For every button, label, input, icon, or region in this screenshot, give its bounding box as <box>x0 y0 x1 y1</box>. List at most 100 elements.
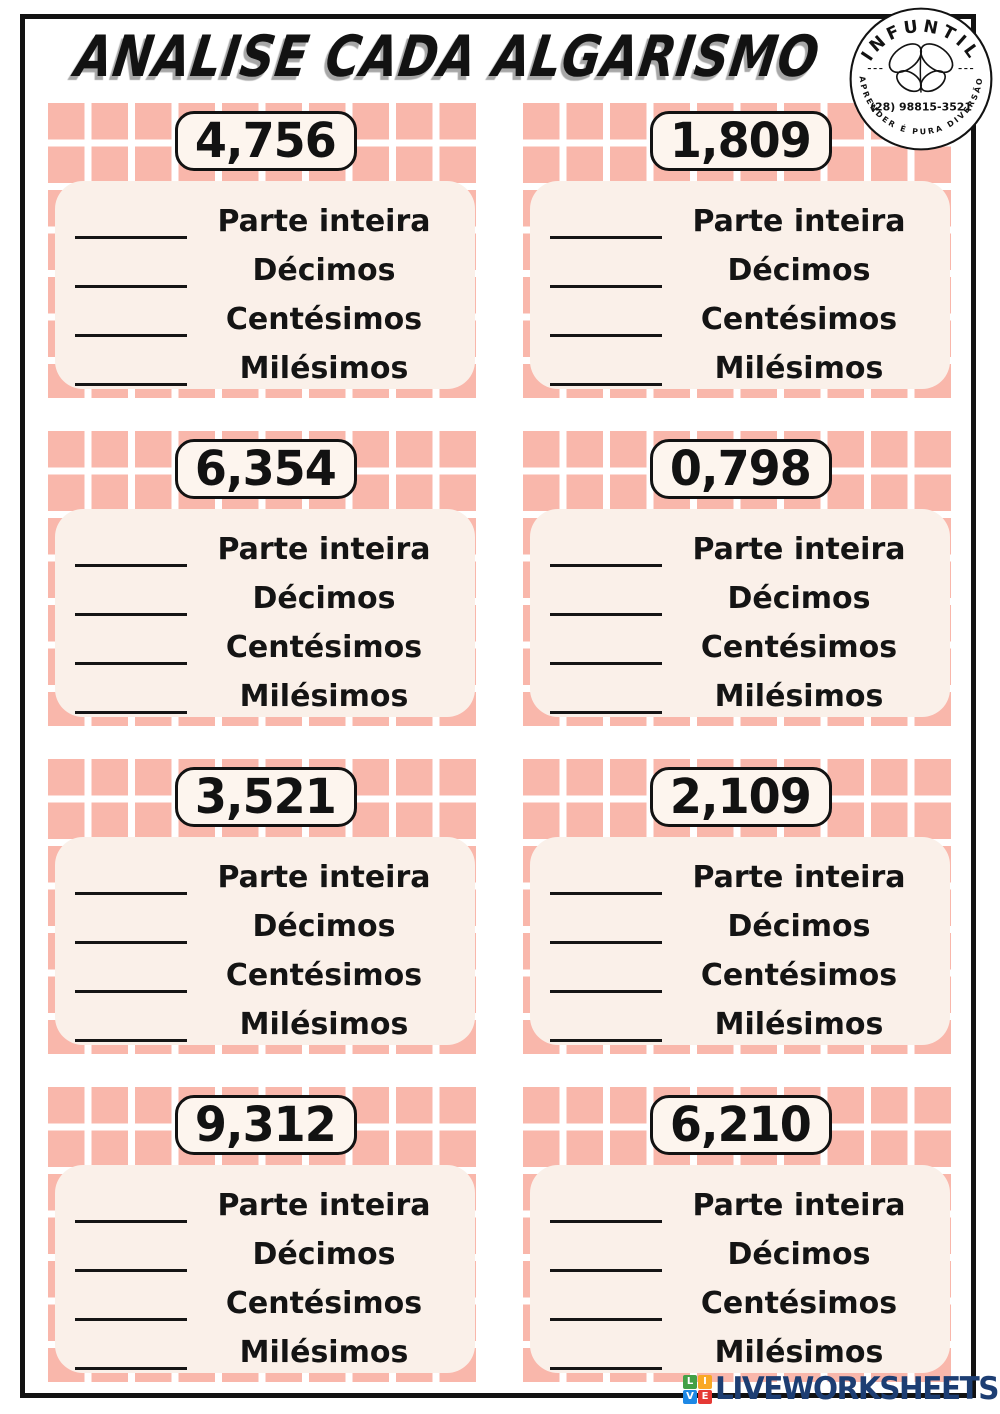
answer-blank[interactable] <box>550 846 662 895</box>
answer-panel: Parte inteira Décimos Centésimos Milésimos <box>55 181 475 389</box>
answer-blank[interactable] <box>75 1174 187 1223</box>
answer-blank[interactable] <box>550 1223 662 1272</box>
card-number: 2,109 <box>670 769 812 825</box>
place-value-label: Centésimos <box>700 1286 898 1321</box>
answer-blank[interactable] <box>550 239 662 288</box>
place-value-label: Décimos <box>252 581 396 616</box>
place-value-label: Milésimos <box>714 351 884 386</box>
answer-blank[interactable] <box>550 1321 662 1370</box>
answer-row: Parte inteira <box>550 518 936 567</box>
place-value-label: Milésimos <box>714 1335 884 1370</box>
answer-row: Parte inteira <box>75 846 461 895</box>
worksheet-card: 2,109 Parte inteira Décimos Centésimos Milés… <box>523 759 958 1054</box>
answer-row: Centésimos <box>550 288 936 337</box>
worksheet-card: 4,756 Parte inteira Décimos Centésimos Milés… <box>48 103 483 398</box>
card-number: 3,521 <box>195 769 337 825</box>
answer-blank[interactable] <box>75 518 187 567</box>
place-value-label: Décimos <box>252 253 396 288</box>
answer-row: Milésimos <box>75 1321 461 1370</box>
place-value-label: Décimos <box>727 581 871 616</box>
title-wrap: ANALISE CADA ALGARISMO <box>0 24 890 90</box>
answer-row: Milésimos <box>550 665 936 714</box>
answer-blank[interactable] <box>75 665 187 714</box>
answer-blank[interactable] <box>550 665 662 714</box>
answer-blank[interactable] <box>550 288 662 337</box>
place-value-label: Milésimos <box>239 351 409 386</box>
place-value-label: Parte inteira <box>692 532 906 567</box>
answer-blank[interactable] <box>550 895 662 944</box>
answer-row: Décimos <box>550 239 936 288</box>
answer-row: Centésimos <box>75 1272 461 1321</box>
answer-blank[interactable] <box>75 190 187 239</box>
answer-row: Décimos <box>550 567 936 616</box>
card-number: 9,312 <box>195 1097 337 1153</box>
place-value-label: Parte inteira <box>217 204 431 239</box>
card-number: 4,756 <box>195 113 337 169</box>
answer-row: Décimos <box>75 567 461 616</box>
place-value-label: Décimos <box>727 909 871 944</box>
answer-panel: Parte inteira Décimos Centésimos Milésimos <box>55 837 475 1045</box>
place-value-label: Milésimos <box>239 679 409 714</box>
answer-blank[interactable] <box>75 846 187 895</box>
answer-blank[interactable] <box>75 288 187 337</box>
answer-blank[interactable] <box>75 616 187 665</box>
worksheet-card: 6,210 Parte inteira Décimos Centésimos Milés… <box>523 1087 958 1382</box>
logo-tile-i: I <box>698 1374 712 1389</box>
answer-blank[interactable] <box>550 944 662 993</box>
place-value-label: Milésimos <box>239 1007 409 1042</box>
place-value-label: Parte inteira <box>692 204 906 239</box>
answer-row: Décimos <box>75 1223 461 1272</box>
card-number: 6,354 <box>195 441 337 497</box>
answer-blank[interactable] <box>550 1174 662 1223</box>
card-number-badge: 3,521 <box>174 767 357 827</box>
answer-blank[interactable] <box>550 1272 662 1321</box>
answer-blank[interactable] <box>550 337 662 386</box>
answer-blank[interactable] <box>75 1321 187 1370</box>
answer-blank[interactable] <box>75 1272 187 1321</box>
answer-blank[interactable] <box>550 567 662 616</box>
liveworksheets-watermark: L I V E LIVEWORKSHEETS <box>683 1371 1000 1407</box>
watermark-text: LIVEWORKSHEETS <box>715 1371 1000 1407</box>
place-value-label: Décimos <box>252 1237 396 1272</box>
place-value-label: Parte inteira <box>217 532 431 567</box>
worksheet-card: 0,798 Parte inteira Décimos Centésimos Milés… <box>523 431 958 726</box>
logo-tile-l: L <box>683 1374 697 1389</box>
liveworksheets-logo: L I V E <box>683 1374 712 1404</box>
answer-blank[interactable] <box>75 895 187 944</box>
place-value-label: Centésimos <box>700 630 898 665</box>
cards-grid: 4,756 Parte inteira Décimos Centésimos Milés… <box>48 103 958 1382</box>
place-value-label: Milésimos <box>714 679 884 714</box>
answer-blank[interactable] <box>75 1223 187 1272</box>
answer-panel: Parte inteira Décimos Centésimos Milésimos <box>55 1165 475 1373</box>
answer-row: Parte inteira <box>75 190 461 239</box>
answer-row: Décimos <box>550 895 936 944</box>
place-value-label: Parte inteira <box>692 1188 906 1223</box>
answer-blank[interactable] <box>75 337 187 386</box>
answer-panel: Parte inteira Décimos Centésimos Milésimos <box>530 509 950 717</box>
answer-row: Centésimos <box>75 288 461 337</box>
place-value-label: Milésimos <box>239 1335 409 1370</box>
answer-panel: Parte inteira Décimos Centésimos Milésimos <box>55 509 475 717</box>
answer-blank[interactable] <box>550 518 662 567</box>
card-number: 0,798 <box>670 441 812 497</box>
answer-row: Décimos <box>75 895 461 944</box>
worksheet-card: 9,312 Parte inteira Décimos Centésimos Milés… <box>48 1087 483 1382</box>
answer-blank[interactable] <box>75 239 187 288</box>
card-number-badge: 0,798 <box>649 439 832 499</box>
answer-panel: Parte inteira Décimos Centésimos Milésimos <box>530 1165 950 1373</box>
card-number-badge: 2,109 <box>649 767 832 827</box>
answer-blank[interactable] <box>75 567 187 616</box>
answer-row: Décimos <box>75 239 461 288</box>
card-number-badge: 6,354 <box>174 439 357 499</box>
answer-blank[interactable] <box>550 190 662 239</box>
card-number-badge: 4,756 <box>174 111 357 171</box>
answer-blank[interactable] <box>75 944 187 993</box>
card-number: 6,210 <box>670 1097 812 1153</box>
place-value-label: Centésimos <box>225 958 423 993</box>
answer-row: Milésimos <box>550 1321 936 1370</box>
answer-blank[interactable] <box>550 616 662 665</box>
answer-panel: Parte inteira Décimos Centésimos Milésimos <box>530 181 950 389</box>
answer-blank[interactable] <box>550 993 662 1042</box>
answer-blank[interactable] <box>75 993 187 1042</box>
